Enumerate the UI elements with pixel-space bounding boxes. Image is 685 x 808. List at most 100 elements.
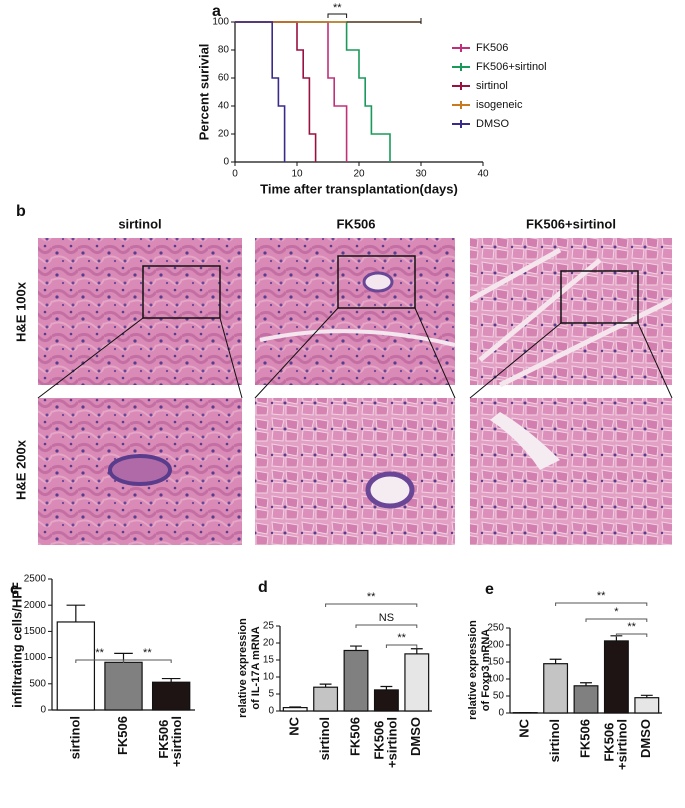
y-tick-label: 5: [268, 689, 274, 700]
panel-label: e: [485, 581, 494, 598]
y-tick-label: 0: [40, 705, 46, 716]
x-tick-label: 40: [477, 169, 489, 180]
survival-line: [235, 21, 286, 162]
error-bar: [350, 645, 362, 651]
y-axis-label: relative expression: [237, 618, 249, 718]
legend-label: isogeneic: [476, 99, 523, 111]
histology-images: [37, 238, 674, 545]
y-axis-label: of IL-17A mRNA: [250, 626, 262, 709]
panel-label: b: [16, 203, 26, 220]
significance-label: **: [597, 590, 606, 602]
y-tick-label: 100: [212, 17, 229, 28]
y-tick-label: 1000: [24, 652, 47, 663]
y-tick-label: 10: [263, 672, 275, 683]
error-bar: [640, 694, 653, 698]
x-tick-label: 30: [415, 169, 427, 180]
bar: [151, 681, 191, 711]
column-title: FK506+sirtinol: [526, 216, 616, 231]
significance-bracket: [123, 659, 172, 663]
bar: [56, 621, 96, 711]
x-tick-label: sirtinol: [547, 719, 562, 762]
y-tick-label: 15: [263, 655, 275, 666]
y-axis-label: relative expression: [467, 620, 479, 720]
column-title: sirtinol: [118, 216, 161, 231]
panel-label: c: [10, 581, 19, 598]
significance-label: **: [95, 647, 104, 659]
y-axis-label: infiltrating cells/HPF: [9, 582, 24, 708]
x-tick-label: FK506: [577, 719, 592, 758]
significance-bracket: [615, 633, 648, 637]
x-tick-label: NC: [287, 716, 302, 735]
y-tick-label: 2500: [24, 574, 47, 585]
error-bar: [580, 682, 592, 686]
y-tick-label: 2000: [24, 600, 47, 611]
x-tick-label: sirtinol: [317, 717, 332, 760]
x-tick-label: 0: [232, 169, 238, 180]
bar: [104, 661, 143, 711]
y-tick-label: 20: [263, 638, 275, 649]
survival-line: [235, 21, 391, 162]
panel-label: d: [258, 579, 268, 596]
y-tick-label: 500: [29, 678, 46, 689]
y-axis-label: Percent surivial: [196, 44, 211, 141]
y-tick-label: 80: [218, 45, 230, 56]
panel-label: a: [212, 3, 221, 20]
column-title: FK506: [336, 216, 375, 231]
legend-label: DMSO: [476, 118, 509, 130]
y-tick-label: 40: [218, 101, 230, 112]
significance-bracket: [585, 618, 648, 622]
row-title: H&E 100x: [13, 281, 28, 342]
y-tick-label: 50: [493, 691, 505, 702]
legend-label: sirtinol: [476, 80, 508, 92]
bar: [573, 685, 599, 714]
x-tick-label: FK506 +sirtinol: [157, 716, 185, 767]
y-tick-label: 25: [263, 621, 275, 632]
error-bar: [289, 706, 302, 708]
x-tick-label: FK506 +sirtinol: [372, 717, 400, 768]
significance-label: **: [367, 591, 376, 603]
error-bar: [161, 677, 181, 683]
x-tick-label: sirtinol: [67, 716, 82, 759]
x-tick-label: DMSO: [638, 719, 653, 758]
x-tick-label: FK506 +sirtinol: [602, 719, 630, 770]
bar: [343, 649, 369, 712]
bar: [634, 697, 660, 714]
x-tick-label: 10: [291, 169, 303, 180]
x-axis-label: Time after transplantation(days): [260, 181, 458, 196]
y-tick-label: 1500: [24, 626, 47, 637]
y-tick-label: 250: [487, 623, 504, 634]
significance-bracket: [325, 603, 418, 607]
legend-label: FK506: [476, 42, 508, 54]
x-tick-label: DMSO: [408, 717, 423, 756]
bar: [313, 686, 339, 712]
y-tick-label: 100: [487, 674, 504, 685]
survival-line: [235, 21, 348, 162]
y-tick-label: 20: [218, 129, 230, 140]
y-tick-label: 60: [218, 73, 230, 84]
y-tick-label: 150: [487, 657, 504, 668]
x-tick-label: NC: [517, 718, 532, 737]
significance-label: *: [614, 606, 619, 618]
significance-label: **: [143, 647, 152, 659]
error-bar: [549, 658, 562, 664]
bar: [404, 653, 430, 712]
y-tick-label: 0: [498, 708, 504, 719]
error-bar: [66, 604, 86, 622]
significance-bracket: [385, 644, 418, 648]
x-tick-label: 20: [353, 169, 365, 180]
significance-bracket: [355, 624, 418, 628]
error-bar: [410, 648, 423, 654]
significance-label: NS: [379, 612, 394, 624]
significance-label: **: [333, 2, 342, 14]
row-title: H&E 200x: [13, 439, 28, 500]
bar: [282, 706, 308, 712]
bar: [373, 689, 399, 712]
y-tick-label: 0: [223, 157, 229, 168]
error-bar: [319, 683, 332, 688]
y-tick-label: 0: [268, 706, 274, 717]
significance-bracket: [555, 602, 648, 606]
y-tick-label: 200: [487, 640, 504, 651]
legend-label: FK506+sirtinol: [476, 61, 547, 73]
bar: [543, 663, 569, 714]
